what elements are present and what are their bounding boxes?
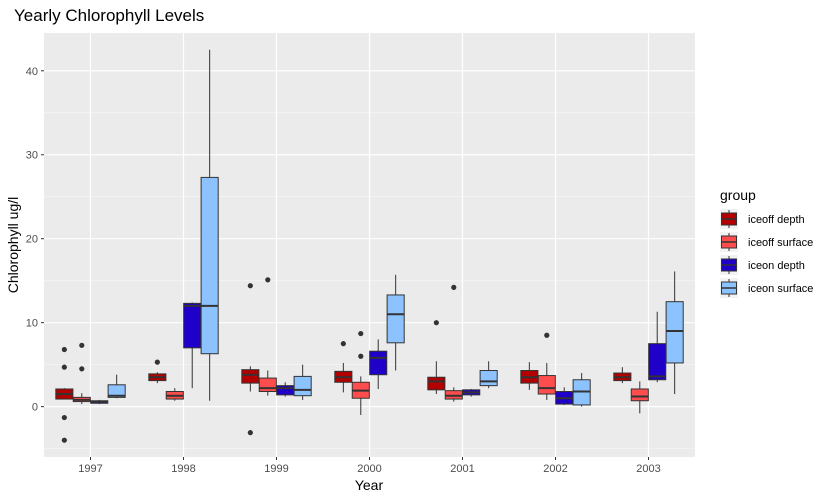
outlier-point [358, 353, 364, 359]
box-iceon-depth-2002 [555, 387, 574, 405]
outlier-point [61, 364, 67, 370]
x-tick-label: 2000 [357, 463, 381, 475]
outlier-point [544, 332, 550, 338]
box-iqr [369, 350, 388, 376]
box-iceoff-depth-1999 [241, 283, 260, 436]
box-iqr [630, 388, 649, 402]
box-iqr [241, 369, 260, 384]
box-iceoff-surface-1999 [258, 277, 277, 396]
box-layer [55, 49, 684, 443]
y-tick-label: 10 [26, 318, 38, 330]
box-iqr [665, 301, 684, 364]
x-axis-title: Year [355, 477, 384, 493]
box-iqr [479, 370, 498, 387]
x-tick-label: 2002 [543, 463, 567, 475]
x-tick-label: 2001 [450, 463, 474, 475]
legend-title: group [720, 187, 756, 203]
y-axis-title: Chlorophyll ug/l [5, 197, 21, 294]
box-iceon-depth-2001 [462, 388, 481, 397]
box-iceon-surface-2002 [572, 373, 591, 407]
box-iceon-surface-2003 [665, 271, 684, 395]
box-iceoff-depth-1997 [55, 346, 74, 443]
box-iqr [276, 385, 295, 396]
box-iceon-surface-1998 [200, 49, 219, 401]
box-iqr [200, 176, 219, 355]
outlier-point [154, 359, 160, 365]
outlier-point [61, 437, 67, 443]
box-iceoff-depth-1998 [148, 359, 167, 384]
box-iceon-surface-2000 [386, 274, 405, 371]
major-gridlines [44, 33, 695, 457]
box-iceoff-depth-2001 [427, 320, 446, 395]
box-iqr [183, 302, 202, 349]
outlier-point [79, 366, 85, 372]
box-iceon-surface-1999 [293, 364, 312, 400]
box-iqr [107, 384, 126, 398]
outlier-point [61, 414, 67, 421]
box-iqr [386, 294, 405, 344]
box-iceoff-surface-1997 [72, 342, 91, 405]
outlier-point [247, 430, 253, 436]
x-tick-label: 1998 [171, 463, 195, 475]
box-iceoff-depth-2003 [613, 367, 632, 384]
legend-item-iceoff-surface: iceoff surface [720, 232, 813, 252]
box-iceon-surface-2001 [479, 361, 498, 389]
y-tick-label: 0 [32, 402, 38, 414]
legend-label: iceoff depth [748, 214, 805, 226]
box-iqr [537, 375, 556, 395]
box-iqr [258, 377, 277, 393]
y-axis-ticks: 0 10 20 30 40 [26, 66, 44, 414]
x-tick-label: 1999 [264, 463, 288, 475]
x-tick-label: 2003 [636, 463, 660, 475]
legend-label: iceoff surface [748, 237, 813, 249]
legend-item-iceon-surface: iceon surface [720, 278, 813, 298]
legend: group iceoff depth iceoff surface iceon de… [720, 187, 813, 298]
box-iceoff-depth-2000 [334, 341, 353, 393]
y-tick-label: 20 [26, 234, 38, 246]
box-iqr [293, 375, 312, 397]
outlier-point [61, 346, 67, 353]
outlier-point [451, 284, 457, 290]
y-tick-label: 40 [26, 66, 38, 78]
box-iceon-surface-1997 [107, 374, 126, 399]
x-axis-ticks: 1997 1998 1999 2000 2001 2002 2003 [78, 457, 661, 475]
box-iceoff-surface-2003 [630, 381, 649, 414]
box-iceoff-surface-2000 [351, 330, 370, 416]
box-iceon-depth-1998 [183, 302, 202, 389]
outlier-point [433, 320, 439, 326]
box-iceon-depth-2003 [648, 311, 667, 383]
box-iqr [648, 343, 667, 381]
outlier-point [358, 330, 364, 337]
box-iceoff-surface-2002 [537, 332, 556, 400]
legend-item-iceoff-depth: iceoff depth [720, 209, 805, 229]
box-iceon-depth-2000 [369, 339, 388, 389]
outlier-point [79, 342, 85, 348]
box-iceoff-surface-1998 [165, 388, 184, 401]
legend-label: iceon depth [748, 260, 805, 272]
legend-label: iceon surface [748, 283, 813, 295]
outlier-point [265, 277, 271, 283]
x-tick-label: 1997 [78, 463, 102, 475]
y-tick-label: 30 [26, 150, 38, 162]
outlier-point [247, 283, 253, 289]
box-iceon-depth-1997 [90, 399, 109, 405]
outlier-point [340, 341, 346, 347]
chart-title: Yearly Chlorophyll Levels [14, 6, 204, 25]
legend-item-iceon-depth: iceon depth [720, 255, 805, 275]
box-iqr [427, 376, 446, 391]
